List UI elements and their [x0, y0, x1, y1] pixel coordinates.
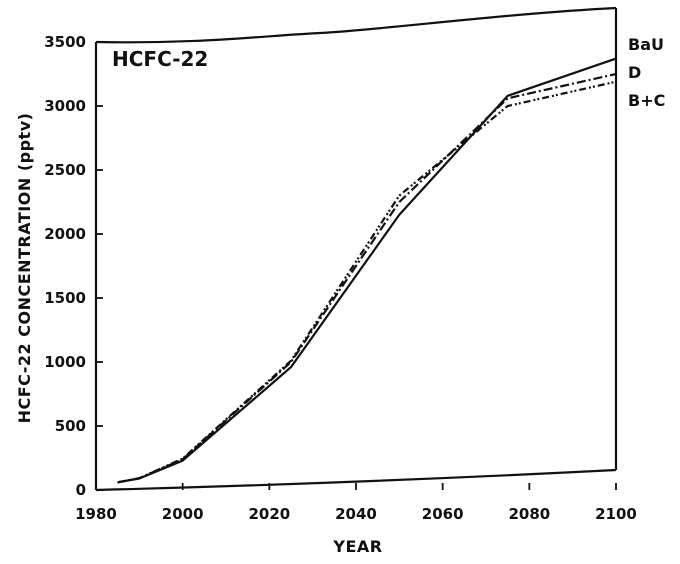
x-tick-label: 2020 [248, 505, 290, 523]
y-tick-label: 2500 [44, 161, 86, 179]
x-tick-label: 2080 [508, 505, 550, 523]
plot-border-bottom [95, 468, 617, 492]
y-tick-label: 1000 [44, 353, 86, 371]
plot-frame [94, 6, 618, 492]
legend-entry-b-c: B+C [628, 91, 665, 110]
y-axis: 0 500 1000 1500 2000 2500 3000 3500 [44, 33, 103, 499]
y-tick-label: 0 [76, 481, 86, 499]
y-tick-label: 3500 [44, 33, 86, 51]
x-tick-label: 1980 [75, 505, 117, 523]
y-axis-label: HCFC-22 CONCENTRATION (pptv) [15, 113, 34, 424]
x-tick-label: 2100 [595, 505, 637, 523]
y-tick-label: 3000 [44, 97, 86, 115]
x-axis-label: YEAR [332, 537, 382, 556]
legend: BaU D B+C [628, 35, 665, 110]
series-line-d [117, 72, 617, 484]
series-line-bau [117, 57, 617, 484]
plot-border-top [95, 6, 617, 44]
x-axis: 1980 2000 2020 2040 2060 2080 2100 [75, 483, 637, 523]
series-group [117, 57, 617, 484]
series-line-b-c [117, 80, 617, 484]
legend-entry-d: D [628, 63, 641, 82]
chart-title: HCFC-22 [112, 47, 208, 71]
x-tick-label: 2060 [422, 505, 464, 523]
y-tick-label: 2000 [44, 225, 86, 243]
y-tick-label: 1500 [44, 289, 86, 307]
x-tick-label: 2000 [162, 505, 204, 523]
x-tick-label: 2040 [335, 505, 377, 523]
y-tick-label: 500 [55, 417, 86, 435]
legend-entry-bau: BaU [628, 35, 664, 54]
